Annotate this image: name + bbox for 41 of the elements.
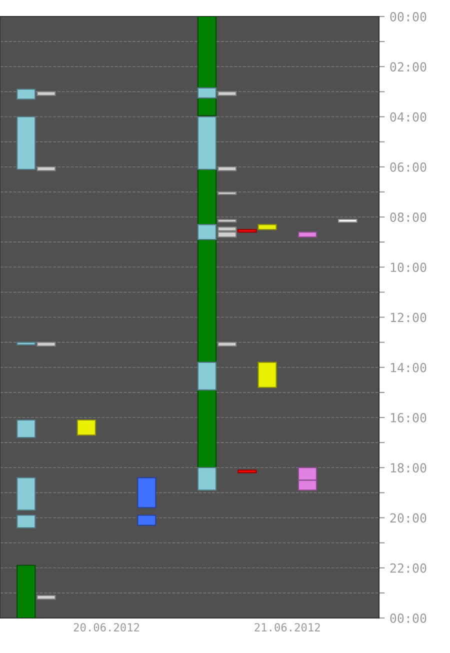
bar	[16, 88, 36, 100]
bar	[137, 514, 156, 526]
bar	[197, 97, 217, 116]
y-tick-label: 02:00	[390, 62, 426, 72]
y-tick-label: 16:00	[390, 413, 426, 422]
bar	[16, 342, 36, 346]
bar	[197, 389, 217, 468]
bar	[258, 224, 277, 230]
y-tick-label: 14:00	[390, 362, 426, 372]
bar	[137, 477, 156, 508]
y-tick-label: 20:00	[390, 513, 426, 523]
bar	[197, 239, 217, 363]
bar	[238, 470, 257, 474]
bar	[16, 477, 36, 511]
x-tick-label: 21.06.2012	[254, 623, 320, 632]
bar	[76, 419, 96, 436]
bar	[338, 218, 358, 223]
bar	[298, 231, 318, 238]
bar	[258, 362, 277, 388]
bar	[16, 564, 36, 618]
y-tick-label: 10:00	[390, 262, 426, 272]
y-tick-label: 00:00	[390, 12, 426, 22]
bar	[238, 228, 257, 233]
bar	[197, 116, 217, 170]
y-tick-label: 06:00	[390, 162, 426, 172]
bar	[197, 168, 217, 226]
y-tick-label: 08:00	[390, 212, 426, 222]
bar	[197, 362, 217, 390]
bar	[16, 514, 36, 528]
y-tick-label: 18:00	[390, 463, 426, 473]
y-tick-label: 00:00	[390, 614, 426, 623]
bar	[16, 419, 36, 438]
x-tick-label: 20.06.2012	[74, 623, 140, 632]
y-tick-label: 04:00	[390, 112, 426, 122]
y-tick-label: 22:00	[390, 563, 426, 573]
bar	[197, 224, 217, 240]
y-tick-label: 12:00	[390, 312, 426, 322]
bar	[197, 16, 217, 88]
bar	[197, 87, 217, 99]
bar	[197, 467, 217, 491]
bar	[16, 116, 36, 170]
